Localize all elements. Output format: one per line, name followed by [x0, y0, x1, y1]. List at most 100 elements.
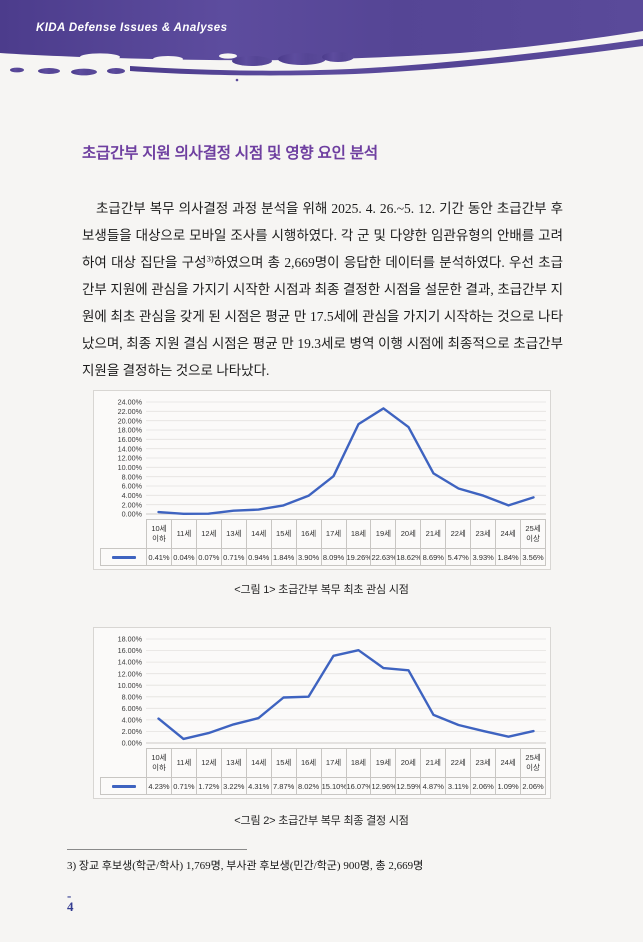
age-label: 12세 [195, 748, 222, 778]
chart-1-data-table: 10세 이하 11세 12세 13세 14세 15세 16세 17세 18세 19세 20세 21세 2… [100, 519, 546, 566]
value-cell: 7.87% [270, 777, 297, 795]
age-label: 25세 이상 [520, 519, 546, 549]
value-cell: 1.09% [495, 777, 522, 795]
age-label: 14세 [245, 519, 272, 549]
value-cell: 1.84% [495, 548, 522, 566]
age-label: 25세 이상 [520, 748, 546, 778]
axis-stub-cell [101, 749, 147, 778]
series-legend-marker [100, 548, 147, 566]
age-label: 20세 [395, 748, 422, 778]
value-cell: 8.09% [320, 548, 347, 566]
body-paragraph: 초급간부 복무 의사결정 과정 분석을 위해 2025. 4. 26.~5. 1… [82, 195, 563, 384]
page-number-dash: - [67, 888, 72, 903]
category-row: 10세 이하 11세 12세 13세 14세 15세 16세 17세 18세 19세 20세 21세 2… [101, 519, 546, 549]
age-label: 21세 [420, 519, 447, 549]
svg-text:4.00%: 4.00% [122, 716, 143, 725]
value-cell: 5.47% [445, 548, 472, 566]
category-row: 10세 이하 11세 12세 13세 14세 15세 16세 17세 18세 19세 20세 21세 2… [101, 748, 546, 778]
paragraph-part-2: 하였으며 총 2,669명이 응답한 데이터를 분석하였다. 우선 초급간부 지… [82, 255, 563, 378]
age-label: 14세 [245, 748, 272, 778]
svg-text:6.00%: 6.00% [122, 704, 143, 713]
age-label: 18세 [345, 519, 372, 549]
article-title: 초급간부 지원 의사결정 시점 및 영향 요인 분석 [82, 145, 378, 162]
brush-stroke-graphic [0, 0, 643, 82]
figure-2-caption: <그림 2> 초급간부 복무 최종 결정 시점 [234, 815, 409, 827]
value-cell: 2.06% [470, 777, 497, 795]
value-cell: 1.72% [195, 777, 222, 795]
svg-text:18.00%: 18.00% [118, 426, 143, 435]
svg-text:22.00%: 22.00% [118, 407, 143, 416]
age-label: 17세 [320, 519, 347, 549]
age-label: 10세 이하 [146, 748, 172, 778]
paragraph-part-1: 초급간부 복무 의사결정 과정 분석을 위해 2025. 4. 26.~5. 1… [82, 201, 563, 270]
value-row: 4.23% 0.71% 1.72% 3.22% 4.31% 7.87% 8.02% 15.10… [100, 777, 546, 795]
age-label: 21세 [420, 748, 447, 778]
value-cell: 3.56% [520, 548, 546, 566]
age-label: 19세 [370, 519, 397, 549]
age-label: 15세 [270, 748, 297, 778]
value-cell: 4.23% [146, 777, 172, 795]
svg-text:12.00%: 12.00% [118, 454, 143, 463]
age-label: 22세 [445, 748, 472, 778]
age-label: 13세 [220, 519, 247, 549]
value-cell: 4.31% [245, 777, 272, 795]
svg-text:12.00%: 12.00% [118, 669, 143, 678]
footnote-divider [67, 849, 247, 850]
value-cell: 22.63% [370, 548, 397, 566]
age-label: 22세 [445, 519, 472, 549]
svg-text:24.00%: 24.00% [118, 398, 143, 407]
value-cell: 0.71% [170, 777, 197, 795]
footnote-marker: 3) [206, 253, 214, 264]
svg-text:10.00%: 10.00% [118, 463, 143, 472]
age-label: 24세 [495, 748, 522, 778]
page-number: - 4 [67, 888, 74, 914]
svg-text:0.00%: 0.00% [122, 510, 143, 518]
brand-title: KIDA Defense Issues & Analyses [36, 22, 228, 34]
series-legend-marker [100, 777, 147, 795]
svg-text:20.00%: 20.00% [118, 416, 143, 425]
chart-figure-2: 0.00% 2.00% 4.00% 6.00% 8.00% 10.00% 12.00% 14.… [93, 627, 551, 799]
age-label: 11세 [170, 519, 197, 549]
age-label: 15세 [270, 519, 297, 549]
age-label: 23세 [470, 748, 497, 778]
value-cell: 8.69% [420, 548, 447, 566]
svg-text:10.00%: 10.00% [118, 681, 143, 690]
legend-line-icon [111, 785, 136, 788]
value-cell: 1.84% [270, 548, 297, 566]
value-cell: 3.22% [220, 777, 247, 795]
svg-text:16.00%: 16.00% [118, 646, 143, 655]
line-plot-2: 0.00% 2.00% 4.00% 6.00% 8.00% 10.00% 12.00% 14.… [118, 635, 546, 747]
header-banner: KIDA Defense Issues & Analyses [0, 0, 643, 96]
age-label: 16세 [295, 748, 322, 778]
svg-text:4.00%: 4.00% [122, 491, 143, 500]
svg-text:14.00%: 14.00% [118, 444, 143, 453]
page-number-value: 4 [67, 899, 74, 914]
age-label: 11세 [170, 748, 197, 778]
line-plot-1: 0.00%2.00%4.00%6.00%8.00%10.00%12.00%14.… [118, 398, 546, 518]
value-cell: 0.04% [170, 548, 197, 566]
value-cell: 3.90% [295, 548, 322, 566]
figure-1-caption: <그림 1> 초급간부 복무 최초 관심 시점 [234, 584, 409, 596]
value-cell: 2.06% [520, 777, 546, 795]
svg-text:16.00%: 16.00% [118, 435, 143, 444]
value-cell: 4.87% [420, 777, 447, 795]
chart-figure-1: 0.00% 2.00% 4.00% 6.00% 8.00% 10.00% 12.00% 14.… [93, 390, 551, 570]
value-cell: 0.41% [146, 548, 172, 566]
legend-line-icon [111, 556, 136, 559]
value-cell: 0.94% [245, 548, 272, 566]
age-label: 12세 [195, 519, 222, 549]
age-label: 20세 [395, 519, 422, 549]
axis-stub-cell [101, 520, 147, 549]
age-label: 24세 [495, 519, 522, 549]
value-cell: 18.62% [395, 548, 422, 566]
svg-text:8.00%: 8.00% [122, 692, 143, 701]
age-label: 18세 [345, 748, 372, 778]
value-cell: 12.59% [395, 777, 422, 795]
age-label: 17세 [320, 748, 347, 778]
age-label: 13세 [220, 748, 247, 778]
age-label: 19세 [370, 748, 397, 778]
value-cell: 19.26% [345, 548, 372, 566]
value-cell: 12.96% [370, 777, 397, 795]
age-label: 16세 [295, 519, 322, 549]
